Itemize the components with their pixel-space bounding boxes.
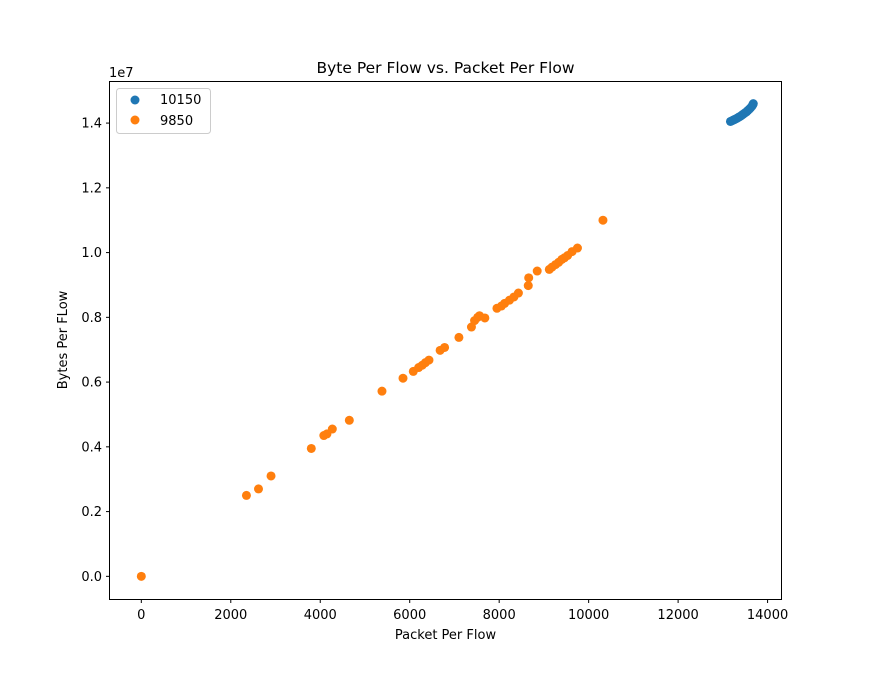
y-tick-label: 0.0 [81,570,102,585]
y-axis: 0.0 0.2 0.4 0.6 0.8 1.0 1.2 1.4 [81,117,110,585]
series-10150 [725,99,758,126]
data-point [748,99,758,109]
y-tick-label: 1.4 [81,117,102,132]
y-tick-label: 1.0 [81,246,102,261]
y-tick-label: 1.2 [81,181,102,196]
data-point [344,415,354,425]
legend: 10150 9850 [116,88,211,134]
x-tick-label: 4000 [304,608,337,623]
data-point [598,215,608,225]
data-point [440,342,450,352]
x-axis: 0 2000 4000 6000 8000 10000 12000 14000 [137,599,788,623]
x-tick-label: 14000 [747,608,788,623]
x-tick-label: 12000 [657,608,698,623]
y-tick-label: 0.4 [81,440,102,455]
data-point [327,424,337,434]
y-tick-label: 0.6 [81,376,102,391]
x-tick-label: 6000 [393,608,426,623]
data-point [424,355,434,365]
data-point [377,386,387,396]
legend-marker-blue [130,95,140,105]
data-point [524,273,534,283]
legend-label-10150: 10150 [160,93,201,108]
x-tick-label: 2000 [214,608,247,623]
legend-label-9850: 9850 [160,114,193,129]
data-point [480,313,490,323]
data-point [254,484,264,494]
data-point [523,281,533,291]
data-point [532,266,542,276]
y-tick-label: 0.2 [81,505,102,520]
series-9850 [136,215,608,581]
data-point [266,471,276,481]
plot-frame [109,81,782,600]
legend-box [116,88,211,134]
y-offset-label: 1e7 [109,66,134,81]
data-point [513,288,523,298]
legend-marker-orange [130,115,140,125]
y-axis-title: Bytes Per FLow [56,290,71,389]
x-tick-label: 10000 [568,608,609,623]
data-point [306,443,316,453]
data-point [136,571,146,581]
data-point [241,490,251,500]
x-axis-title: Packet Per Flow [395,628,497,643]
data-point [572,243,582,253]
y-tick-label: 0.8 [81,311,102,326]
data-point [454,332,464,342]
chart-title: Byte Per Flow vs. Packet Per Flow [316,59,574,77]
x-tick-label: 8000 [483,608,516,623]
points-layer [136,99,758,581]
x-tick-label: 0 [137,608,145,623]
data-point [398,373,408,383]
